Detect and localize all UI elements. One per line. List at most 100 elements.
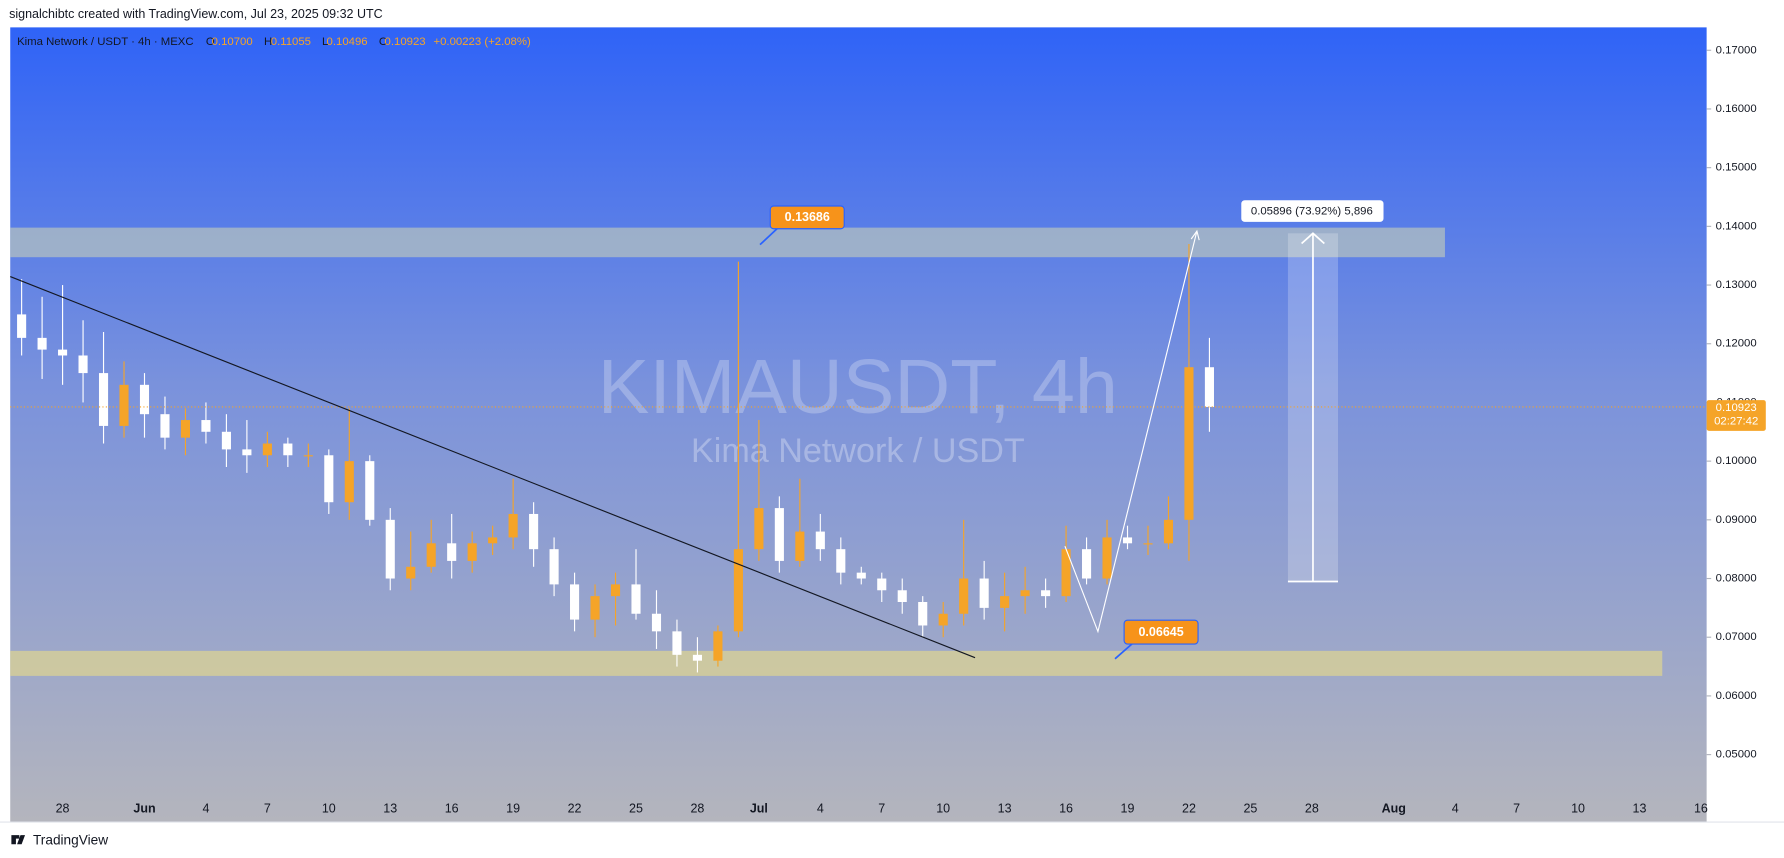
y-tick-label: 0.13000 <box>1716 279 1757 291</box>
x-tick-label: 13 <box>998 801 1012 815</box>
candle-body <box>406 566 416 579</box>
x-tick-label: Jul <box>750 801 768 815</box>
ohlc-label: H <box>264 36 272 48</box>
candle-body <box>180 420 191 438</box>
x-axis: 28 Jun 4 7 10 13 16 19 22 25 28 Jul 4 7 10 13 16 19 22 25 28… <box>56 801 1708 815</box>
candle-body <box>201 420 211 432</box>
candle-body <box>1163 519 1174 544</box>
x-tick-label: 19 <box>1121 801 1135 815</box>
y-tick-label: 0.15000 <box>1716 162 1757 174</box>
candle-body <box>1184 367 1194 520</box>
last-price-label: 0.10923 <box>1716 402 1757 414</box>
ohlc-value: 0.10496 <box>327 36 368 48</box>
y-tick-label: 0.06000 <box>1716 690 1757 702</box>
candle-body <box>631 584 641 614</box>
x-tick-label: 7 <box>264 801 271 815</box>
x-tick-label: 25 <box>629 801 643 815</box>
price-label: 0.13686 <box>785 210 830 224</box>
legend: Kima Network / USDT · 4h · MEXC O0.10700… <box>17 36 531 48</box>
candle-body <box>426 543 436 567</box>
candle-body <box>610 584 621 597</box>
x-tick-label: 16 <box>445 801 459 815</box>
ohlc-value: 0.10923 <box>385 36 426 48</box>
candle-body <box>897 590 907 603</box>
ohlc-value: 0.11055 <box>271 36 311 48</box>
candle-body <box>774 508 784 561</box>
y-tick-label: 0.14000 <box>1716 220 1757 232</box>
ohlc-label: L <box>322 36 328 48</box>
candle-body <box>467 543 477 561</box>
candle-body <box>365 461 375 520</box>
candle-body <box>508 513 518 538</box>
x-tick-label: 16 <box>1694 801 1708 815</box>
label-pointer <box>759 226 779 246</box>
resistance-zone <box>10 227 1445 258</box>
candle-body <box>139 384 150 415</box>
candle-body <box>918 602 928 626</box>
candle-body <box>78 355 88 374</box>
ohlc-value: 0.10700 <box>212 36 253 48</box>
change: +0.00223 (+2.08%) <box>433 36 530 48</box>
x-tick-label: 4 <box>817 801 824 815</box>
x-tick-label: 28 <box>1305 801 1319 815</box>
candle-body <box>979 578 989 608</box>
x-tick-label: 28 <box>690 801 704 815</box>
candle-body <box>221 431 231 450</box>
candle-body <box>1000 596 1010 608</box>
candle-body <box>795 531 805 561</box>
candle-body <box>1061 549 1071 597</box>
candle-body <box>1102 537 1112 579</box>
plot-bg <box>10 27 1707 822</box>
candle-body <box>815 531 825 550</box>
candle-body <box>651 613 662 632</box>
candle-body <box>733 549 743 632</box>
measure-label: 0.05896 (73.92%) 5,896 <box>1251 206 1373 218</box>
candle-body <box>242 449 252 456</box>
candle-body <box>37 337 47 350</box>
candle-body <box>590 596 600 620</box>
candle-body <box>713 631 723 661</box>
y-tick-label: 0.10000 <box>1716 455 1757 467</box>
x-tick-label: 22 <box>1182 801 1196 815</box>
candle-body <box>1204 367 1214 407</box>
candle-body <box>1041 590 1051 597</box>
candle-body <box>549 549 559 585</box>
candle-body <box>856 572 866 579</box>
candle-body <box>262 443 272 456</box>
candle-body <box>1143 543 1153 545</box>
candle-body <box>959 578 969 614</box>
candle-body <box>98 373 109 426</box>
y-tick-label: 0.07000 <box>1716 631 1757 643</box>
x-tick-label: 28 <box>56 801 70 815</box>
ohlc-label: O <box>206 36 215 48</box>
label-pointer <box>1114 642 1134 660</box>
candle-body <box>836 549 846 573</box>
x-tick-label: 10 <box>322 801 336 815</box>
last-price-box <box>1706 400 1766 431</box>
y-tick-label: 0.09000 <box>1716 514 1757 526</box>
x-tick-label: 4 <box>1452 801 1459 815</box>
candle-body <box>160 414 170 438</box>
candle-body <box>692 654 702 661</box>
ohlc-label: C <box>379 36 387 48</box>
candle-body <box>877 578 887 591</box>
credit: signalchibtc created with TradingView.co… <box>9 7 383 21</box>
y-tick-label: 0.08000 <box>1716 573 1757 585</box>
candle-body <box>938 613 948 626</box>
symbol: Kima Network / USDT · 4h · MEXC <box>17 36 194 48</box>
label-box <box>769 205 845 230</box>
candle-body <box>58 349 68 356</box>
candle-body <box>1082 549 1092 579</box>
x-tick-label: 7 <box>878 801 885 815</box>
candle-body <box>754 508 764 550</box>
candles <box>10 243 1707 673</box>
candle-body <box>303 455 313 457</box>
x-tick-label: 4 <box>202 801 209 815</box>
y-tick-label: 0.17000 <box>1716 44 1757 56</box>
x-tick-label: 16 <box>1059 801 1073 815</box>
y-tick-label: 0.16000 <box>1716 103 1757 115</box>
candle-body <box>488 537 498 544</box>
projection-arrow <box>1190 229 1200 241</box>
x-tick-label: 13 <box>1633 801 1647 815</box>
